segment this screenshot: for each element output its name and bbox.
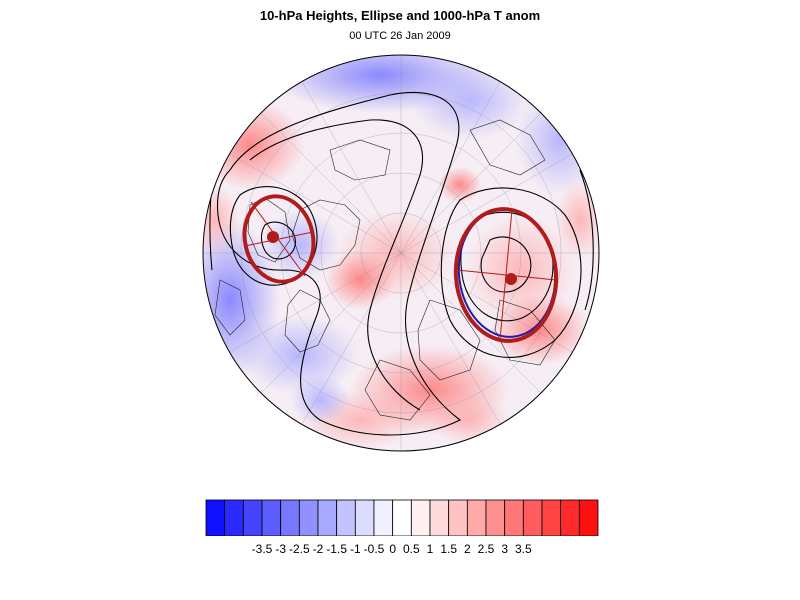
colorbar-tick-label: 0.5 [402,542,420,556]
colorbar-tick-label: -1 [349,542,361,556]
colorbar-box [504,499,524,536]
colorbar-box [336,499,356,536]
colorbar-box [354,499,375,536]
colorbar-tick-label: 3 [501,542,508,556]
colorbar-box [522,499,543,536]
colorbar-tick-label: -0.5 [363,542,385,556]
colorbar-box [205,499,226,536]
colorbar-box [448,499,468,536]
colorbar-box [560,499,580,536]
globe-outline [202,54,600,452]
colorbar-tick-label: 3.5 [514,542,532,556]
colorbar-box [224,499,244,536]
colorbar-box [373,499,394,536]
colorbar-tick-label: -3 [275,542,286,556]
colorbar-tick-label: 1 [426,542,434,556]
colorbar-box [541,499,562,536]
graticule [203,55,599,451]
colorbar-box [485,499,506,536]
colorbar-box [261,499,282,536]
vortex-center-right [505,273,517,285]
colorbar-tick-label: -1.5 [326,542,347,556]
colorbar-tick-label: -3.5 [251,542,273,556]
vortex-center-left [267,231,279,243]
colorbar-box [392,499,412,536]
colorbar-tick-label: 2.5 [477,542,495,556]
vortex-axis-right-minor [456,269,557,281]
colorbar [205,499,599,536]
colorbar-box [466,499,487,536]
chart-title: 10-hPa Heights, Ellipse and 1000-hPa T a… [259,8,541,23]
colorbar-tick-label: 1.5 [440,542,457,556]
vortex-axis-left-minor [244,231,314,247]
colorbar-tick-labels: -3.5 -3 -2.5 -2 -1.5 -1 -0.5 0 0.5 1 1.5 2 2.5 3 3.5 [0,542,800,562]
colorbar-box [429,499,450,536]
colorbar-boxes [205,499,599,536]
colorbar-tick-label: 0 [389,542,396,556]
chart-subtitle: 00 UTC 26 Jan 2009 [349,30,451,42]
colorbar-box [242,499,263,536]
colorbar-box [578,499,599,536]
colorbar-box [298,499,319,536]
colorbar-box [317,499,338,536]
colorbar-tick-label: -2.5 [288,542,310,556]
vortex-ellipse-right [453,207,559,343]
polar-map [202,54,600,452]
colorbar-tick-label: 2 [463,542,471,556]
colorbar-box [410,499,431,536]
colorbar-box [280,499,300,536]
coastlines [214,119,556,421]
vortex-ellipses [242,194,559,343]
colorbar-tick-label: -2 [312,542,324,556]
